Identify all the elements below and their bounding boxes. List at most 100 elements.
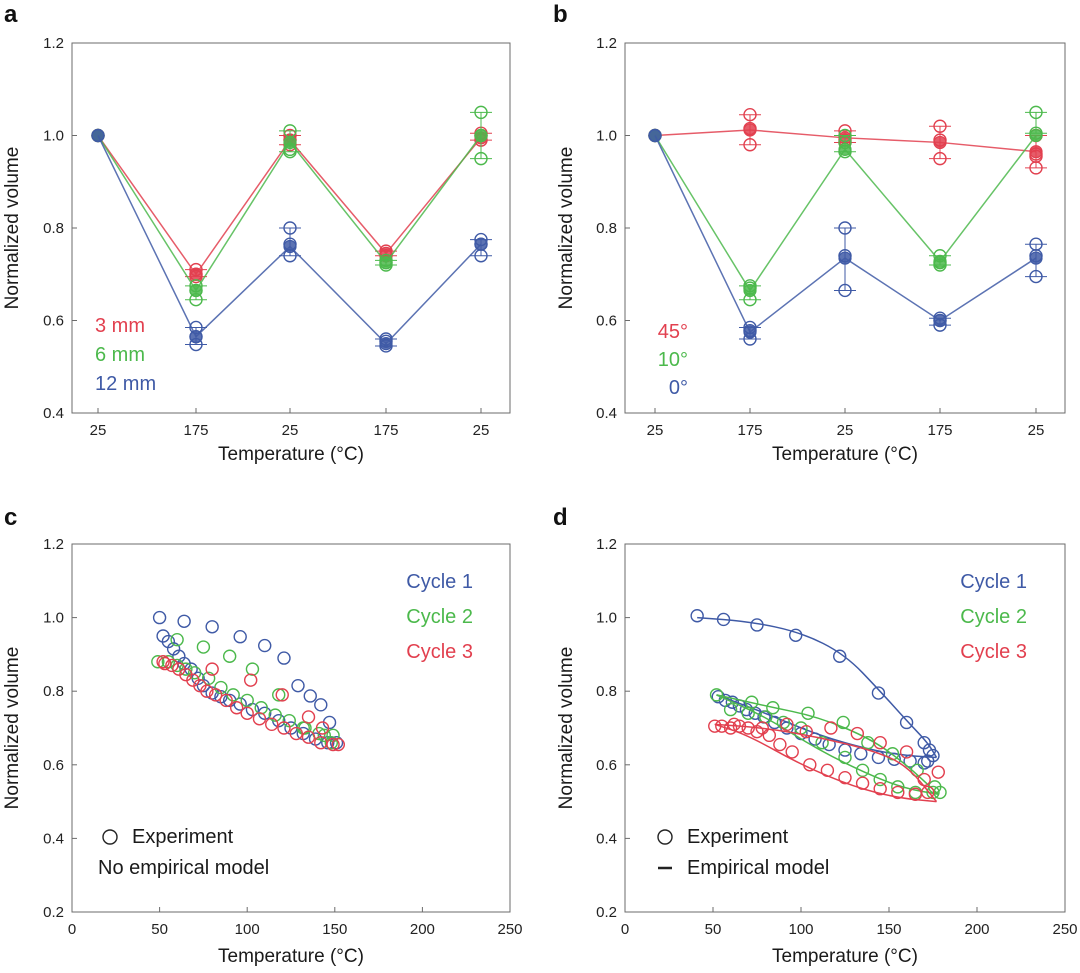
data-point xyxy=(272,688,286,702)
mean-point xyxy=(379,256,393,270)
y-axis-label: Normalized volume xyxy=(2,647,23,810)
y-tick-label: 0.4 xyxy=(596,830,617,847)
x-tick-label: 25 xyxy=(90,422,107,439)
data-point xyxy=(815,736,829,750)
data-point xyxy=(205,620,219,634)
x-tick-label: 0 xyxy=(621,921,629,938)
data-point xyxy=(324,736,338,750)
data-point xyxy=(716,612,731,627)
mean-point xyxy=(743,325,757,339)
data-point xyxy=(903,754,917,768)
series-3-mm xyxy=(91,126,492,284)
mean-point xyxy=(474,237,488,251)
data-point xyxy=(301,710,316,724)
data-point xyxy=(201,671,216,686)
mean-point xyxy=(743,123,757,137)
data-point xyxy=(317,728,331,743)
legend-entry: Cycle 1 xyxy=(406,571,473,593)
series-12-mm xyxy=(91,128,492,353)
data-point xyxy=(871,686,886,700)
data-point xyxy=(179,662,193,676)
data-point xyxy=(931,765,945,779)
model-curve xyxy=(697,616,938,758)
data-point xyxy=(891,780,905,794)
y-tick-label: 0.8 xyxy=(596,683,617,700)
data-point xyxy=(233,630,247,644)
legend-entry: 12 mm xyxy=(95,373,156,395)
y-tick-label: 1.0 xyxy=(43,610,64,627)
data-point xyxy=(732,719,747,733)
data-point xyxy=(301,730,316,744)
data-point xyxy=(762,728,777,743)
sample-point xyxy=(933,151,947,166)
y-tick-label: 1.2 xyxy=(43,536,64,553)
mean-point xyxy=(283,239,297,254)
sample-point xyxy=(283,221,297,235)
y-tick-label: 0.8 xyxy=(43,220,64,237)
data-point xyxy=(690,609,704,623)
data-point xyxy=(766,701,780,715)
y-tick-label: 0.2 xyxy=(596,904,617,921)
x-tick-label: 200 xyxy=(410,921,435,938)
data-point xyxy=(165,658,179,673)
y-axis-label: Normalized volume xyxy=(2,147,23,310)
experiment-label: Experiment xyxy=(132,826,234,848)
mean-point xyxy=(1029,251,1043,265)
data-point xyxy=(873,772,887,787)
panel-letter-b: b xyxy=(553,1,568,28)
x-tick-label: 150 xyxy=(876,921,901,938)
data-point xyxy=(151,655,165,669)
data-point xyxy=(709,688,724,702)
data-point xyxy=(803,758,817,772)
y-tick-label: 1.2 xyxy=(596,35,617,52)
x-tick-label: 25 xyxy=(473,422,490,439)
sample-point xyxy=(1029,105,1043,120)
mean-point xyxy=(1029,145,1043,159)
y-tick-label: 0.4 xyxy=(596,405,617,422)
x-tick-label: 150 xyxy=(322,921,347,938)
data-point xyxy=(789,628,803,642)
data-point xyxy=(245,662,260,676)
mean-point xyxy=(189,283,203,298)
data-point xyxy=(801,706,815,720)
experiment-marker-icon xyxy=(102,829,118,845)
panel-letter-c: c xyxy=(4,504,17,531)
mean-point xyxy=(189,267,203,281)
panel-letter-a: a xyxy=(4,1,18,28)
x-tick-label: 100 xyxy=(788,921,813,938)
data-point xyxy=(331,737,346,752)
data-point xyxy=(887,752,901,766)
sample-point xyxy=(838,221,852,235)
series-line xyxy=(97,135,482,292)
mean-point xyxy=(1029,128,1043,143)
data-point xyxy=(822,737,836,752)
y-tick-label: 0.4 xyxy=(43,405,64,422)
mean-point xyxy=(933,313,947,328)
x-tick-label: 25 xyxy=(647,422,664,439)
panel-c: 0.2 0.4 0.6 0.8 1.0 1.2 0 50 100 150 200 250 Tempera… xyxy=(2,536,523,967)
data-point xyxy=(315,721,330,735)
data-point xyxy=(855,763,870,778)
panel-letter-d: d xyxy=(553,504,568,531)
data-point xyxy=(723,721,738,735)
panel-b: 0.4 0.6 0.8 1.0 1.2 25 175 25 175 25 Temperature (… xyxy=(556,35,1066,465)
data-point xyxy=(244,673,258,687)
data-point xyxy=(715,719,729,733)
data-point xyxy=(891,785,905,800)
legend-entry: Cycle 3 xyxy=(960,641,1027,663)
series-cycle-1 xyxy=(690,609,940,770)
data-point xyxy=(240,706,254,720)
y-axis-label: Normalized volume xyxy=(556,147,577,310)
data-point xyxy=(208,688,223,702)
data-point xyxy=(152,610,167,625)
data-point xyxy=(205,662,219,676)
data-point xyxy=(252,712,267,726)
y-tick-label: 0.6 xyxy=(596,313,617,330)
x-tick-label: 175 xyxy=(927,422,952,439)
data-point xyxy=(799,724,813,739)
data-point xyxy=(741,721,755,735)
y-tick-label: 0.8 xyxy=(596,220,617,237)
x-axis-label: Temperature (°C) xyxy=(772,946,918,967)
panel-d: 0.2 0.4 0.6 0.8 1.0 1.2 0 50 100 150 200 250 Tempera… xyxy=(556,536,1078,967)
data-point xyxy=(222,649,237,663)
